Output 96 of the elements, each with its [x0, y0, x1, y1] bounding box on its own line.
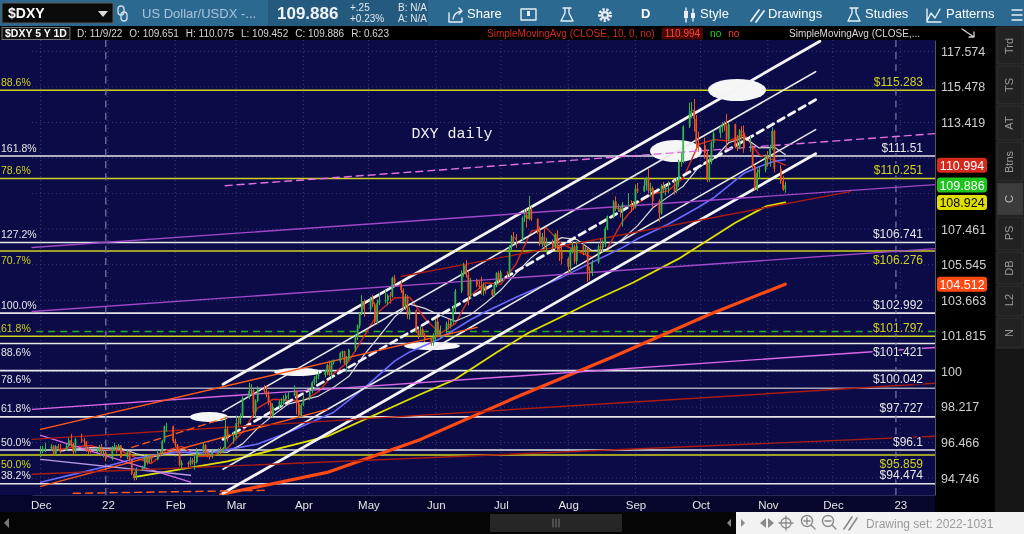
text: DB: [1003, 260, 1015, 276]
text: D: [641, 6, 651, 21]
ref-line-label: $100.042: [872, 372, 924, 387]
annotation: 38.2%: [1, 469, 31, 482]
ref-line-label: $106.276: [872, 252, 924, 267]
x-tick-label: Sep: [625, 499, 647, 512]
x-tick-label: Apr: [294, 499, 313, 512]
annotation: 100.0%: [1, 298, 37, 311]
text: no: [728, 27, 740, 39]
x-tick-label: Mar: [226, 499, 247, 512]
y-tick-label: 96.466: [941, 436, 980, 451]
x-tick-label: Nov: [758, 499, 779, 512]
text: 109.886: [277, 4, 339, 23]
text: $DXY 5 Y 1D: [5, 26, 68, 39]
candlestick: [44, 442, 46, 453]
candlestick: [506, 271, 509, 279]
candlestick: [237, 416, 240, 428]
text: Drawings: [768, 6, 823, 21]
x-tick-label: Feb: [165, 499, 186, 512]
candlestick: [667, 181, 669, 193]
x-tick-label: Dec: [823, 499, 844, 512]
candlestick: [81, 433, 83, 443]
x-tick-label: Jun: [426, 499, 446, 512]
x-tick-label: 22: [102, 499, 115, 512]
text: AT: [1003, 116, 1015, 130]
y-tick-label: 100: [941, 364, 962, 379]
y-tick-label: 94.746: [941, 471, 980, 486]
text: Style: [700, 6, 729, 21]
text: C: 109.886: [295, 27, 345, 39]
text: SimpleMovingAvg (CLOSE, 10, 0, no): [487, 27, 655, 39]
text: R: 0.623: [351, 27, 390, 39]
ref-line-label: $102.992: [872, 297, 924, 312]
candlestick: [628, 192, 630, 209]
text: US Dollar/USDX -...: [142, 6, 257, 21]
text: B: N/A: [398, 2, 428, 13]
text: TS: [1003, 77, 1015, 93]
text: SimpleMovingAvg (CLOSE,...: [789, 27, 920, 39]
annotation: 61.8%: [1, 402, 31, 415]
x-tick-label: Jul: [494, 499, 509, 512]
text: C: [1003, 194, 1015, 203]
annotation: 61.8%: [1, 321, 31, 334]
x-tick-label: Aug: [558, 499, 579, 512]
candlestick: [515, 233, 517, 248]
text: Patterns: [946, 6, 995, 21]
ref-line-label: $110.251: [873, 162, 924, 177]
x-tick-label: Dec: [30, 499, 52, 512]
text: +0.23%: [350, 13, 385, 24]
ref-line-label: $101.797: [872, 320, 924, 335]
ref-line-label: $115.283: [873, 74, 924, 89]
annotation: 161.8%: [1, 141, 37, 154]
text: L2: [1003, 293, 1015, 307]
annotation: 78.6%: [1, 163, 31, 176]
text: L: 109.452: [240, 27, 289, 39]
y-tick-label: 101.815: [941, 329, 987, 344]
text: +.25: [350, 2, 371, 13]
ref-line-label: $111.51: [881, 140, 924, 155]
x-tick-label: May: [358, 499, 381, 512]
text: Trd: [1003, 37, 1015, 55]
ref-line-label: $106.741: [872, 226, 924, 241]
annotation: 88.6%: [1, 346, 31, 359]
candlestick: [617, 203, 619, 212]
y-tick-label: 115.478: [941, 80, 986, 95]
text: H: 110.075: [185, 27, 235, 39]
annotation: 78.6%: [1, 373, 31, 386]
annotation: 50.0%: [1, 457, 31, 470]
y-tick-label: 103.663: [941, 293, 987, 308]
line-series: [219, 282, 787, 495]
annotation: 127.2%: [1, 227, 37, 240]
text: Drawing set: 2022-1031: [866, 517, 994, 531]
text: no: [710, 27, 722, 39]
ref-line-label: $96.1: [892, 434, 924, 449]
candlestick: [57, 443, 59, 452]
y-tick-label: 117.574: [941, 44, 986, 59]
text: A: N/A: [398, 13, 428, 24]
annotation: 70.7%: [1, 253, 31, 266]
text: Share: [467, 6, 502, 21]
x-tick-label: 23: [894, 499, 908, 512]
y-tick-label: 105.545: [941, 258, 987, 273]
x-tick-label: Oct: [692, 499, 711, 512]
text: DXY daily: [411, 126, 493, 143]
ref-line-label: $94.474: [879, 468, 924, 483]
text: N: [1003, 328, 1015, 337]
y-tick-label: 98.217: [941, 400, 980, 415]
annotation: 88.6%: [1, 75, 31, 88]
text: PS: [1003, 225, 1015, 241]
text: Studies: [865, 6, 909, 21]
y-tick-label: 113.419: [941, 115, 986, 130]
text: Btns: [1003, 150, 1015, 174]
text: D: 11/9/22: [76, 27, 123, 39]
text: $DXY: [8, 5, 46, 21]
y-tick-label: 107.461: [941, 222, 987, 237]
annotation: 50.0%: [1, 435, 31, 448]
candlestick: [280, 398, 283, 407]
ref-line-label: $97.727: [879, 401, 924, 416]
ref-line-label: $95.859: [879, 456, 924, 471]
text: O: 109.651: [129, 27, 180, 39]
